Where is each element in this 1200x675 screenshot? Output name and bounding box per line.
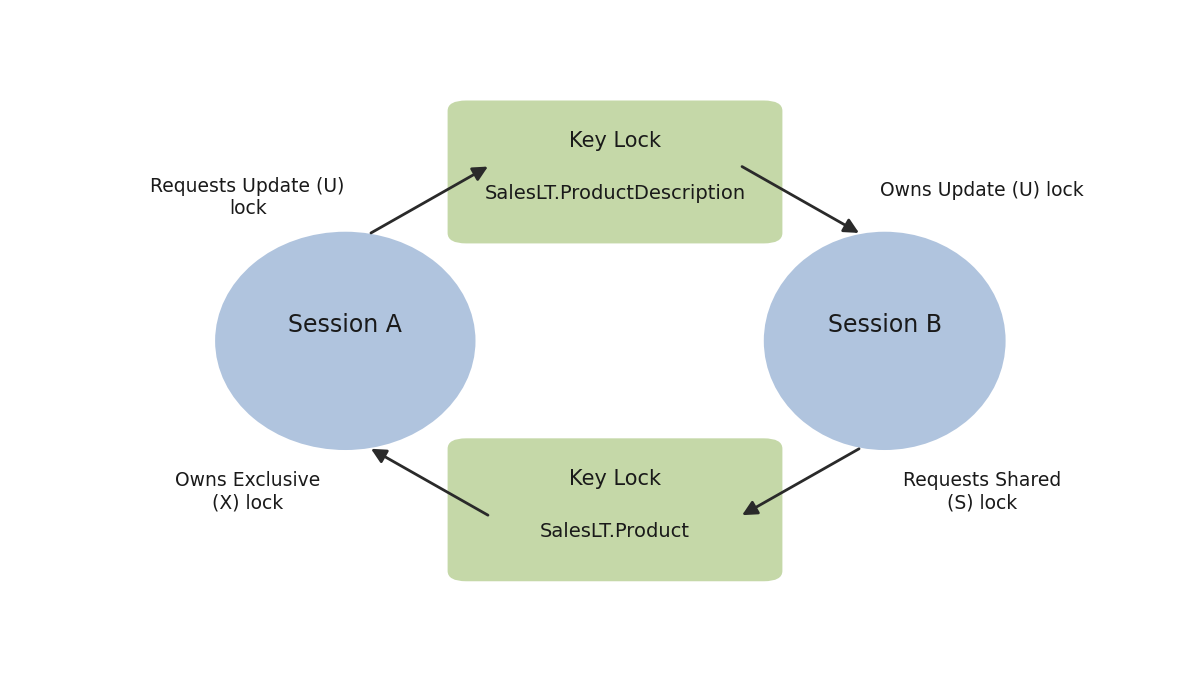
Text: Session A: Session A [288, 313, 402, 338]
Text: Owns Update (U) lock: Owns Update (U) lock [881, 181, 1085, 200]
Text: SalesLT.Product: SalesLT.Product [540, 522, 690, 541]
FancyBboxPatch shape [448, 101, 782, 244]
Text: Key Lock: Key Lock [569, 132, 661, 151]
Ellipse shape [215, 232, 475, 450]
Text: Key Lock: Key Lock [569, 469, 661, 489]
Text: Session B: Session B [828, 313, 942, 338]
Text: Requests Update (U)
lock: Requests Update (U) lock [150, 178, 344, 219]
Ellipse shape [764, 232, 1006, 450]
Text: Requests Shared
(S) lock: Requests Shared (S) lock [904, 471, 1062, 512]
Text: Owns Exclusive
(X) lock: Owns Exclusive (X) lock [175, 471, 320, 512]
Text: SalesLT.ProductDescription: SalesLT.ProductDescription [485, 184, 745, 203]
FancyBboxPatch shape [448, 438, 782, 581]
